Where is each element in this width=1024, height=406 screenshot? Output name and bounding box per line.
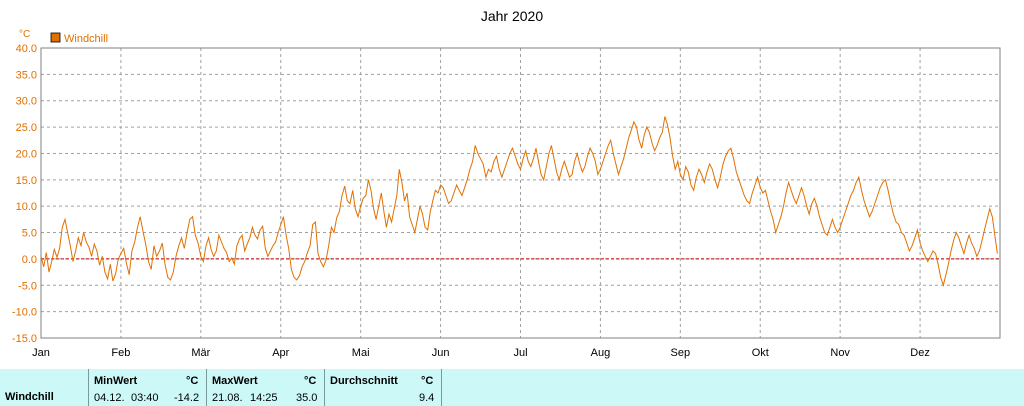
max-unit: °C: [304, 375, 317, 387]
y-tick-label: 0.0: [22, 254, 37, 266]
max-header: MaxWert: [212, 375, 258, 387]
max-value: 35.0: [296, 392, 318, 404]
y-axis: 40.0 35.0 30.0 25.0 20.0 15.0 10.0 5.0 0.0 -5.0 -1…: [12, 43, 37, 345]
y-tick-label: 25.0: [16, 122, 37, 134]
chart: Jahr 2020 °C Windchill 40.0 35.0 30.0 25.0 2…: [12, 8, 1001, 359]
min-date: 04.12.: [94, 392, 125, 404]
max-date: 21.08.: [212, 392, 243, 404]
plot-frame: [40, 47, 1001, 339]
avg-value: 9.4: [419, 392, 435, 404]
x-tick-label: Jul: [513, 347, 527, 359]
x-tick-label: Jun: [432, 347, 450, 359]
avg-unit: °C: [421, 375, 434, 387]
x-tick-label: Dez: [910, 347, 930, 359]
x-tick-label: Nov: [830, 347, 850, 359]
unit-label: °C: [19, 29, 30, 40]
min-value: -14.2: [174, 392, 200, 404]
x-tick-label: Feb: [111, 347, 130, 359]
series-line-windchill: [40, 116, 998, 288]
min-time: 03:40: [131, 392, 159, 404]
x-tick-label: Mai: [352, 347, 370, 359]
legend-swatch: [50, 32, 61, 43]
x-tick-label: Jan: [32, 347, 50, 359]
y-tick-label: 5.0: [22, 228, 37, 240]
y-tick-label: 30.0: [16, 96, 37, 108]
y-tick-label: 20.0: [16, 148, 37, 160]
min-header: MinWert: [94, 375, 138, 387]
y-tick-label: 40.0: [16, 43, 37, 55]
x-tick-label: Okt: [752, 347, 769, 359]
legend-label: Windchill: [64, 33, 108, 45]
min-unit: °C: [186, 375, 199, 387]
y-tick-label: 35.0: [16, 69, 37, 81]
stats-row-label: Windchill: [5, 391, 54, 403]
avg-header: Durchschnitt: [330, 375, 398, 387]
x-tick-label: Sep: [671, 347, 691, 359]
x-tick-label: Aug: [591, 347, 611, 359]
y-tick-label: -15.0: [12, 333, 37, 345]
max-time: 14:25: [250, 392, 278, 404]
grid: [41, 48, 1000, 338]
y-tick-label: -10.0: [12, 307, 37, 319]
y-tick-label: 15.0: [16, 175, 37, 187]
x-tick-label: Apr: [272, 347, 289, 359]
x-tick-label: Mär: [191, 347, 210, 359]
y-tick-label: 10.0: [16, 201, 37, 213]
stats-panel: Windchill MinWert °C 04.12. 03:40 -14.2 …: [0, 369, 1024, 406]
chart-title: Jahr 2020: [481, 8, 543, 24]
y-tick-label: -5.0: [18, 280, 37, 292]
x-axis: Jan Feb Mär Apr Mai Jun Jul Aug Sep Okt Nov Dez: [32, 347, 930, 359]
